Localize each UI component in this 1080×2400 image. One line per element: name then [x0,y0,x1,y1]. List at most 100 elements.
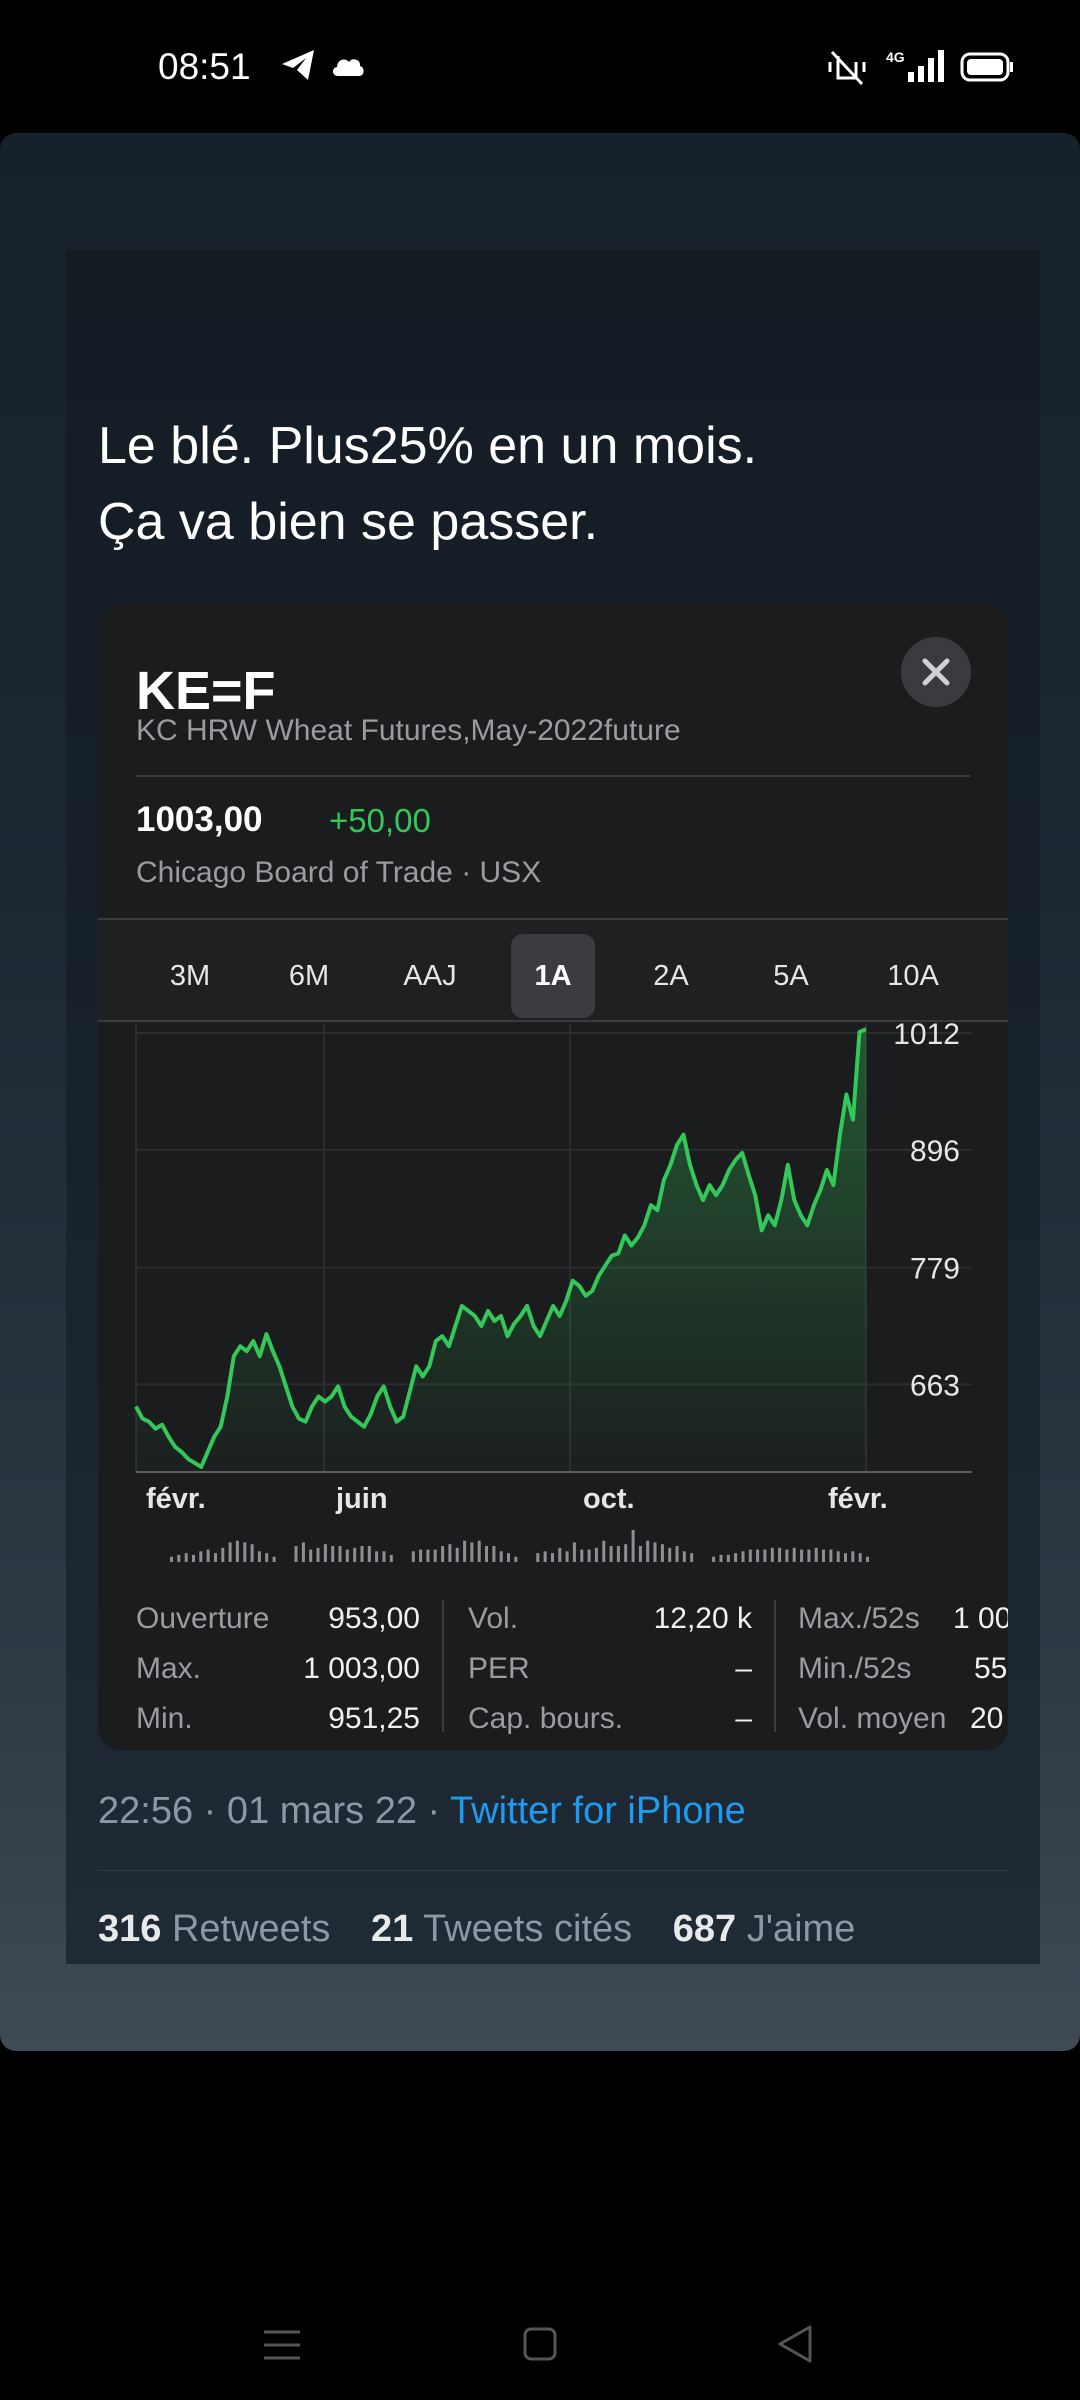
tweet-text-line-2: Ça va bien se passer. [98,493,599,551]
volume-bar [360,1546,364,1562]
x-tick-label: févr. [828,1483,888,1515]
volume-bar [653,1542,657,1562]
retweets-stat[interactable]: 316 Retweets [98,1908,330,1950]
y-tick-label: 896 [910,1135,960,1168]
volume-bar [389,1554,393,1562]
home-square-icon[interactable] [522,2326,558,2367]
stat-label-market-cap: Cap. bours. [468,1702,624,1735]
volume-bar [448,1544,452,1562]
y-tick-label: 663 [910,1369,960,1402]
volume-bar [214,1553,217,1562]
volume-bar [345,1549,349,1562]
range-tab-1a[interactable]: 1A [511,934,595,1018]
volume-bar [712,1556,716,1562]
range-tab-6m[interactable]: 6M [288,960,330,992]
volume-bar [265,1553,269,1562]
volume-bar [763,1549,767,1562]
volume-bar [587,1549,591,1562]
signal-4g-icon: 4G [884,48,948,89]
volume-bar [507,1553,510,1562]
back-triangle-icon[interactable] [776,2324,814,2369]
volume-bar [382,1551,386,1562]
stat-label-52w-low: Min./52s [798,1652,912,1685]
y-tick-label: 779 [910,1253,960,1286]
volume-bar [624,1544,628,1562]
volume-bar [602,1540,606,1562]
volume-bar [184,1553,188,1562]
x-axis-labels: févr. juin oct. févr. [146,1483,888,1515]
volume-bar [829,1549,833,1562]
volume-bar [170,1556,173,1562]
volume-bar [631,1530,635,1562]
likes-stat[interactable]: 687 J'aime [673,1908,856,1950]
volume-bar [338,1546,342,1562]
menu-icon[interactable] [262,2328,302,2367]
volume-bar [580,1549,584,1562]
volume-bar [814,1547,818,1562]
volume-bar [675,1546,679,1562]
volume-bar [250,1544,254,1562]
volume-bar [316,1547,320,1562]
range-selector: 3M 6M AAJ 1A 2A 5A 10A [98,920,1008,1020]
close-button[interactable] [901,637,971,707]
quotes-stat[interactable]: 21 Tweets cités [371,1908,632,1950]
volume-bar [741,1551,745,1562]
quotes-count: 21 [370,1908,414,1950]
volume-bar [800,1549,804,1562]
volume-bar [463,1540,467,1562]
range-tab-aaj[interactable]: AAJ [403,960,457,992]
volume-bar [235,1540,239,1562]
stat-value-min: 951,25 [328,1702,420,1735]
volume-bar [492,1546,496,1562]
stat-label-min: Min. [136,1702,193,1735]
range-tab-3m[interactable]: 3M [169,960,211,992]
x-tick-label: févr. [146,1483,206,1515]
volume-bar [756,1549,760,1562]
volume-bar [638,1546,642,1562]
volume-bar [822,1549,825,1562]
quotes-label: Tweets cités [423,1908,633,1950]
retweets-count: 316 [98,1908,162,1950]
volume-bar [206,1549,210,1562]
volume-bar [609,1546,613,1562]
divider [98,1020,1008,1022]
stock-change: +50,00 [329,802,431,839]
volume-bars [170,1530,869,1562]
stat-value-volume: 12,20 k [653,1602,752,1635]
volume-bar [778,1547,782,1562]
stat-label-avg-volume: Vol. moyen [798,1702,947,1735]
volume-bar [536,1553,540,1562]
volume-bar [228,1542,232,1562]
volume-bar [419,1549,423,1562]
volume-bar [792,1547,796,1562]
telegram-icon [280,48,316,87]
stat-separator [442,1600,444,1732]
tweet-source-link[interactable]: Twitter for iPhone [450,1790,746,1832]
volume-bar [748,1549,752,1562]
stock-symbol: KE=F [136,661,276,721]
volume-bar [726,1554,730,1562]
range-tab-2a[interactable]: 2A [653,960,689,992]
volume-bar [668,1547,672,1562]
stat-value-market-cap: – [735,1702,752,1735]
stat-value-52w-high: 1 00 [953,1602,1008,1635]
volume-bar [221,1547,225,1562]
price-chart[interactable]: 1012 896 779 663 févr. juin oct. févr. [98,1020,1008,1580]
stat-value-per: – [735,1652,752,1685]
x-tick-label: oct. [583,1483,635,1515]
volume-bar [646,1540,650,1562]
volume-bar [682,1551,686,1562]
range-tab-5a[interactable]: 5A [773,960,809,992]
volume-bar [199,1551,203,1562]
y-tick-label: 1012 [893,1020,960,1051]
stock-card-image[interactable]: KE=F KC HRW Wheat Futures,May-2022future… [98,604,1008,1750]
volume-bar [301,1542,305,1562]
volume-bar [807,1549,811,1562]
volume-bar [844,1553,847,1562]
navigation-bar [0,2240,1080,2400]
range-tab-10a[interactable]: 10A [887,960,939,992]
volume-bar [192,1554,195,1562]
volume-bar [785,1549,789,1562]
volume-bar [257,1551,261,1562]
volume-bar [690,1553,694,1562]
